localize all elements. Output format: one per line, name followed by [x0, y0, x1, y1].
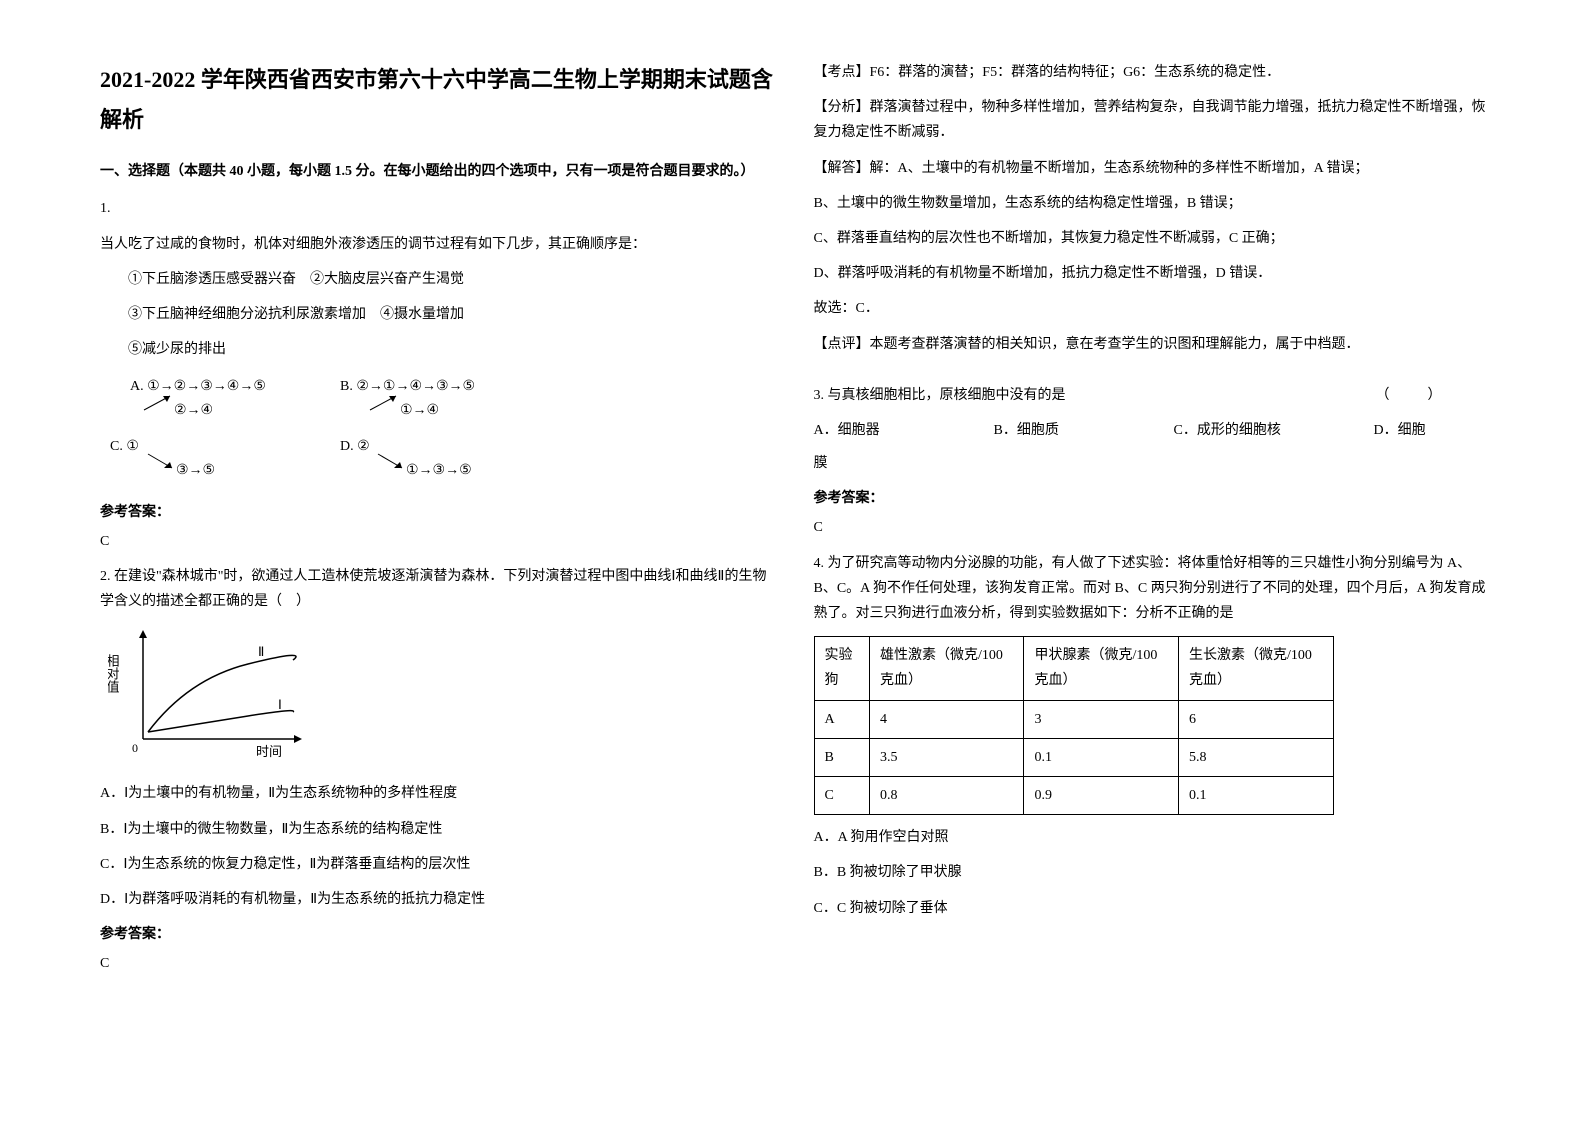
q3-optB: B．细胞质 [994, 418, 1174, 443]
q1-num: 1. [100, 196, 774, 221]
q4-optB: B．B 狗被切除了甲状腺 [814, 860, 1488, 885]
table-header-row: 实验狗 雄性激素（微克/100 克血） 甲状腺素（微克/100 克血） 生长激素… [814, 637, 1333, 700]
right-column: 【考点】F6：群落的演替；F5：群落的结构特征；G6：生态系统的稳定性． 【分析… [794, 60, 1508, 1062]
th-3: 生长激素（微克/100 克血） [1178, 637, 1333, 700]
left-column: 2021-2022 学年陕西省西安市第六十六中学高二生物上学期期末试题含解析 一… [80, 60, 794, 1062]
q1-step2: ③下丘脑神经细胞分泌抗利尿激素增加 ④摄水量增加 [100, 302, 774, 327]
svg-text:0: 0 [132, 741, 138, 755]
q3-optA: A．细胞器 [814, 418, 994, 443]
q1-optD-sub: ①→③→⑤ [406, 463, 472, 478]
q3-optC: C．成形的细胞核 [1174, 418, 1374, 443]
q1-options-diagram: A. ①→②→③→④→⑤ ②→④ B. ②→①→④→③→⑤ ①→④ C. ① ③… [100, 372, 774, 491]
explain-l2: 【分析】群落演替过程中，物种多样性增加，营养结构复杂，自我调节能力增强，抵抗力稳… [814, 95, 1488, 145]
table-row: B 3.5 0.1 5.8 [814, 738, 1333, 776]
q4-table: 实验狗 雄性激素（微克/100 克血） 甲状腺素（微克/100 克血） 生长激素… [814, 636, 1334, 815]
q2-graph: 0 相对值 时间 Ⅱ Ⅰ [108, 624, 774, 773]
explain-l6: D、群落呼吸消耗的有机物量不断增加，抵抗力稳定性不断增强，D 错误． [814, 261, 1488, 286]
q2-answer: C [100, 951, 774, 976]
q3-answer: C [814, 515, 1488, 540]
th-1: 雄性激素（微克/100 克血） [869, 637, 1024, 700]
q1-optB-main: B. ②→①→④→③→⑤ [340, 379, 475, 394]
q2-optC: C．Ⅰ为生态系统的恢复力稳定性，Ⅱ为群落垂直结构的层次性 [100, 852, 774, 877]
q2-curve1-label: Ⅰ [278, 697, 282, 712]
th-0: 实验狗 [814, 637, 869, 700]
q4-num: 4. [814, 556, 825, 571]
q1-optC-sub: ③→⑤ [176, 463, 215, 478]
q1-optA-main: A. ①→②→③→④→⑤ [130, 379, 266, 394]
explain-l3: 【解答】解：A、土壤中的有机物量不断增加，生态系统物种的多样性不断增加，A 错误… [814, 156, 1488, 181]
q3-bracket: （ ） [1376, 383, 1454, 408]
q1-answer-label: 参考答案： [100, 500, 774, 525]
q1-optA-sub: ②→④ [174, 403, 213, 418]
table-row: C 0.8 0.9 0.1 [814, 776, 1333, 814]
q1-step1: ①下丘脑渗透压感受器兴奋 ②大脑皮层兴奋产生渴觉 [100, 267, 774, 292]
q3-optD2: 膜 [814, 451, 1488, 476]
explain-l1: 【考点】F6：群落的演替；F5：群落的结构特征；G6：生态系统的稳定性． [814, 60, 1488, 85]
q1-stem: 当人吃了过咸的食物时，机体对细胞外液渗透压的调节过程有如下几步，其正确顺序是： [100, 232, 774, 257]
q1-step3: ⑤减少尿的排出 [100, 337, 774, 362]
q2-ylabel: 相对值 [108, 654, 120, 694]
q3-stem: 与真核细胞相比，原核细胞中没有的是 [828, 388, 1066, 403]
page-title: 2021-2022 学年陕西省西安市第六十六中学高二生物上学期期末试题含解析 [100, 60, 774, 139]
q1-optC-main: C. ① [110, 439, 139, 454]
explain-l4: B、土壤中的微生物数量增加，生态系统的结构稳定性增强，B 错误； [814, 191, 1488, 216]
explain-l5: C、群落垂直结构的层次性也不断增加，其恢复力稳定性不断减弱，C 正确； [814, 226, 1488, 251]
explain-l7: 故选：C． [814, 296, 1488, 321]
q3-optD: D．细胞 [1374, 418, 1494, 443]
q3-answer-label: 参考答案： [814, 486, 1488, 511]
q4-optC: C．C 狗被切除了垂体 [814, 896, 1488, 921]
q2-optB: B．Ⅰ为土壤中的微生物数量，Ⅱ为生态系统的结构稳定性 [100, 817, 774, 842]
explain-l8: 【点评】本题考查群落演替的相关知识，意在考查学生的识图和理解能力，属于中档题． [814, 332, 1488, 357]
q3-num: 3. [814, 388, 825, 403]
q2-answer-label: 参考答案： [100, 922, 774, 947]
q4-optA: A．A 狗用作空白对照 [814, 825, 1488, 850]
section-header: 一、选择题（本题共 40 小题，每小题 1.5 分。在每小题给出的四个选项中，只… [100, 159, 774, 184]
table-row: A 4 3 6 [814, 700, 1333, 738]
q2-optA: A．Ⅰ为土壤中的有机物量，Ⅱ为生态系统物种的多样性程度 [100, 781, 774, 806]
q1-optB-sub: ①→④ [400, 403, 439, 418]
q2-curve2-label: Ⅱ [258, 644, 264, 659]
q4-stem: 为了研究高等动物内分泌腺的功能，有人做了下述实验：将体重恰好相等的三只雄性小狗分… [814, 556, 1486, 621]
q2-stem: 在建设"森林城市"时，欲通过人工造林使荒坡逐渐演替为森林．下列对演替过程中图中曲… [100, 569, 766, 609]
q2-num: 2. [100, 569, 111, 584]
q1-optD-main: D. ② [340, 439, 370, 454]
th-2: 甲状腺素（微克/100 克血） [1024, 637, 1179, 700]
q2-xlabel: 时间 [256, 744, 282, 759]
q2-optD: D．Ⅰ为群落呼吸消耗的有机物量，Ⅱ为生态系统的抵抗力稳定性 [100, 887, 774, 912]
q1-answer: C [100, 529, 774, 554]
